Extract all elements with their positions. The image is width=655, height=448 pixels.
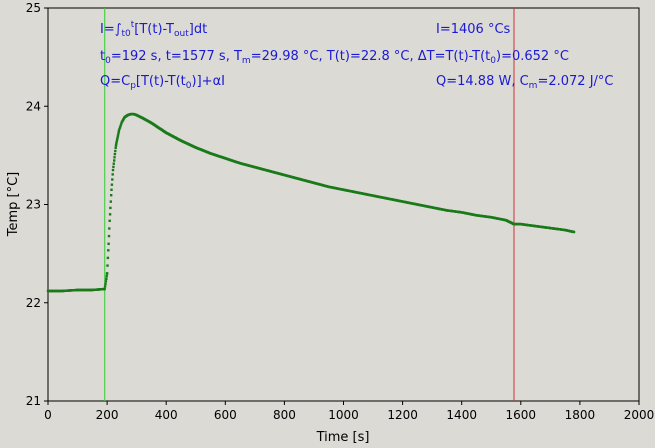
data-point <box>118 126 122 129</box>
data-point <box>106 256 110 260</box>
y-tick-label: 23 <box>26 198 41 212</box>
data-point <box>117 130 120 134</box>
data-point <box>114 144 118 147</box>
y-tick-label: 25 <box>26 1 41 15</box>
data-point <box>113 159 116 162</box>
data-point <box>116 136 119 140</box>
data-point <box>104 282 107 286</box>
data-point <box>117 129 121 132</box>
data-point <box>105 277 108 280</box>
data-point <box>111 178 114 181</box>
data-point <box>107 249 110 252</box>
x-axis-ticks: 0 200 400 600 800 1000 1200 1400 1600 1800 2000 <box>44 401 654 422</box>
data-point <box>111 168 115 172</box>
x-tick-label: 600 <box>214 408 237 422</box>
annotation-power-value: Q=14.88 W, Cm=2.072 J/°C <box>436 74 614 91</box>
data-point <box>115 138 119 141</box>
data-point <box>113 152 117 156</box>
x-tick-label: 800 <box>273 408 296 422</box>
data-point <box>103 287 106 291</box>
data-point <box>110 194 113 197</box>
data-point <box>110 188 113 191</box>
y-tick-label: 24 <box>26 99 41 113</box>
vertical-markers <box>104 8 515 401</box>
data-point <box>109 206 112 210</box>
x-tick-label: 1000 <box>328 408 359 422</box>
data-point <box>104 280 108 283</box>
data-point <box>103 285 107 288</box>
x-tick-label: 200 <box>96 408 119 422</box>
annotation-power-formula: Q=Cp[T(t)-T(t0)]+αI <box>100 74 225 91</box>
data-point <box>116 134 120 138</box>
data-point <box>113 156 116 159</box>
x-tick-label: 1600 <box>506 408 537 422</box>
x-tick-label: 1800 <box>565 408 596 422</box>
annotation-integral-formula: I=∫t0t[T(t)-Tout]dt <box>100 20 207 39</box>
data-point <box>107 234 111 238</box>
data-point <box>111 173 114 176</box>
data-point <box>107 242 110 245</box>
plot-area <box>47 7 640 402</box>
data-point <box>106 264 109 267</box>
data-point <box>108 227 111 230</box>
y-tick-label: 21 <box>26 394 41 408</box>
data-point <box>112 165 115 169</box>
data-point <box>119 124 122 127</box>
data-point <box>115 140 118 143</box>
data-point <box>114 149 117 153</box>
annotation-integral-value: I=1406 °Cs <box>436 22 511 37</box>
data-point <box>114 146 117 149</box>
data-point <box>118 127 121 131</box>
x-tick-label: 2000 <box>624 408 655 422</box>
annotation-params: t0=192 s, t=1577 s, Tm=29.98 °C, T(t)=22… <box>100 49 569 66</box>
data-point <box>112 162 115 165</box>
data-point <box>105 272 109 275</box>
data-point <box>117 132 120 136</box>
data-point <box>115 142 118 145</box>
y-axis-label: Temp [°C] <box>6 172 21 238</box>
data-point <box>120 122 123 125</box>
y-axis-ticks: 21 22 23 24 25 <box>26 1 48 408</box>
x-tick-label: 1400 <box>446 408 477 422</box>
data-point <box>105 275 108 278</box>
y-tick-label: 22 <box>26 296 41 310</box>
x-axis-label: Time [s] <box>316 430 370 445</box>
data-series <box>46 112 576 293</box>
data-point <box>110 183 114 186</box>
data-point <box>108 219 111 222</box>
x-tick-label: 1200 <box>387 408 418 422</box>
x-tick-label: 0 <box>44 408 52 422</box>
data-point <box>108 213 112 216</box>
data-point <box>572 230 576 234</box>
data-point <box>109 200 112 203</box>
x-tick-label: 400 <box>155 408 178 422</box>
